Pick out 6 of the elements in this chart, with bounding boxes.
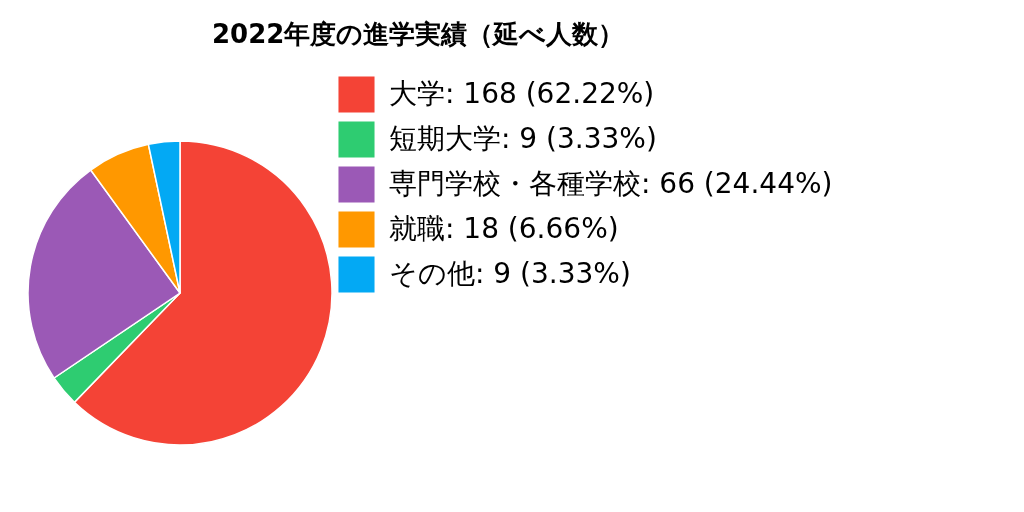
legend-label: 大学: 168 (62.22%) [389,76,655,110]
legend-label: 専門学校・各種学校: 66 (24.44%) [389,166,833,200]
legend-label: 短期大学: 9 (3.33%) [389,121,657,155]
chart-title: 2022年度の進学実績（延べ人数） [212,19,625,49]
legend-label: その他: 9 (3.33%) [389,256,631,290]
legend-label: 就職: 18 (6.66%) [389,211,619,245]
